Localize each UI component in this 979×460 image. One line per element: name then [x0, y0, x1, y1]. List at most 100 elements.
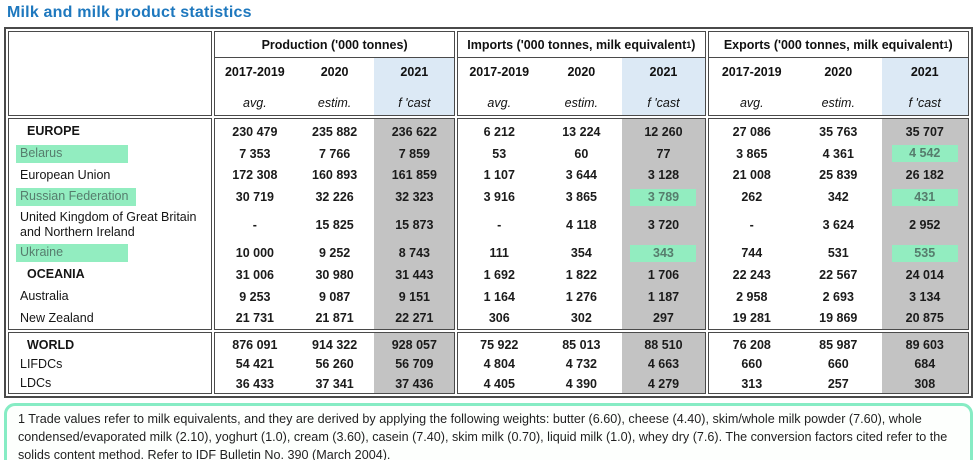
value-cell: 27 086: [732, 124, 771, 139]
value-cell: 1 107: [483, 168, 515, 183]
table-row: 172 308 160 893 161 859: [215, 165, 454, 187]
value-cell: 660: [741, 357, 763, 372]
table-row: 76 208 85 987 89 603: [709, 335, 968, 354]
value-cell: 77: [656, 146, 671, 161]
table-row: OCEANIA: [9, 264, 211, 286]
production-header-block: Production ('000 tonnes) 2017-2019 avg. 20…: [214, 31, 456, 116]
table-row: 1 107 3 644 3 128: [458, 165, 704, 187]
value-cell: 10 000: [235, 246, 274, 261]
row-label: European Union: [20, 167, 111, 182]
year-sublabel: f 'cast: [908, 96, 941, 110]
value-cell: 4 118: [566, 218, 597, 233]
value-cell: 3 865: [565, 190, 597, 205]
table-row: 10 000 9 252 8 743: [215, 242, 454, 264]
value-cell: 36 433: [235, 376, 274, 391]
row-label: Australia: [20, 289, 69, 304]
value-cell: 22 243: [732, 267, 771, 282]
row-label: OCEANIA: [27, 267, 85, 282]
row-label: New Zealand: [20, 310, 94, 325]
value-cell: 1 706: [647, 267, 680, 282]
value-cell: 4 804: [483, 357, 515, 372]
value-cell: 306: [488, 311, 510, 326]
year-column-header: 2017-2019 avg.: [709, 58, 795, 115]
year-label: 2017-2019: [721, 65, 782, 79]
value-cell: 53: [492, 146, 507, 161]
year-column-header: 2017-2019 avg.: [458, 58, 540, 115]
production-year-columns: 2017-2019 avg. 2020 estim. 2021 f 'cast: [215, 58, 455, 115]
value-cell: 54 421: [235, 357, 274, 372]
world-imports-values-block: 75 922 85 013 88 510 4 804 4 732 4 663 4 405 4 …: [457, 332, 706, 395]
row-labels-block: EUROPE Belarus European Union Russian Feder…: [8, 118, 212, 331]
exports-values-block: 27 086 35 763 35 707 3 865 4 361 4 542 21 008 2…: [707, 118, 969, 331]
table-row: 2 958 2 693 3 134: [709, 286, 968, 308]
value-cell: 431: [882, 186, 968, 208]
production-values-block: 230 479 235 882 236 622 7 353 7 766 7 859 172 …: [214, 118, 456, 331]
value-cell: 3 865: [736, 146, 768, 161]
value-cell: 19 869: [819, 311, 858, 326]
value-cell: 37 341: [315, 376, 354, 391]
highlighted-value: 535: [891, 244, 958, 262]
row-label: LDCs: [20, 376, 52, 391]
value-cell: 172 308: [232, 168, 278, 183]
row-label: United Kingdom of Great Britain and Nort…: [20, 210, 197, 240]
highlighted-value: 343: [630, 244, 697, 262]
table-row: 7 353 7 766 7 859: [215, 143, 454, 165]
value-cell: 35 707: [905, 124, 944, 139]
table-row: 36 433 37 341 37 436: [215, 374, 454, 393]
year-column-header: 2020 estim.: [295, 58, 375, 115]
table-row: United Kingdom of Great Britain and Nort…: [9, 208, 211, 242]
value-cell: 531: [827, 246, 849, 261]
table-row: 876 091 914 322 928 057: [215, 335, 454, 354]
year-sublabel: estim.: [821, 96, 855, 110]
year-label: 2020: [567, 65, 596, 79]
value-cell: 60: [574, 146, 589, 161]
exports-group-title: Exports ('000 tonnes, milk equivalent 1): [708, 32, 968, 58]
value-cell: 37 436: [395, 376, 434, 391]
world-labels-block: WORLD LIFDCs LDCs: [8, 332, 212, 395]
value-cell: 31 443: [395, 267, 434, 282]
value-cell: 2 952: [909, 218, 941, 233]
value-cell: 535: [882, 242, 968, 264]
value-cell: 1 276: [565, 289, 597, 304]
table-row: Ukraine: [9, 242, 211, 264]
value-cell: 76 208: [732, 338, 771, 353]
year-sublabel: f 'cast: [647, 96, 680, 110]
value-cell: 1 164: [483, 289, 515, 304]
world-exports-values-block: 76 208 85 987 89 603 660 660 684 313 257 308: [707, 332, 969, 395]
imports-year-columns: 2017-2019 avg. 2020 estim. 2021 f 'cast: [458, 58, 705, 115]
value-cell: 35 763: [819, 124, 858, 139]
value-cell: -: [749, 218, 754, 233]
year-label: 2020: [320, 65, 349, 79]
exports-header-block: Exports ('000 tonnes, milk equivalent 1) …: [707, 31, 969, 116]
table-row: 31 006 30 980 31 443: [215, 264, 454, 286]
value-cell: 4 361: [822, 146, 854, 161]
table-row: Australia: [9, 286, 211, 308]
table-corner-cell: [8, 31, 212, 116]
value-cell: 4 732: [565, 357, 597, 372]
value-cell: 8 743: [398, 246, 430, 261]
year-column-header: 2021 f 'cast: [622, 58, 705, 115]
value-cell: 30 719: [235, 190, 274, 205]
highlighted-value: 3 789: [630, 188, 697, 206]
value-cell: 684: [914, 357, 936, 372]
table-row: EUROPE: [9, 121, 211, 143]
value-cell: 30 980: [315, 267, 354, 282]
table-row: European Union: [9, 165, 211, 187]
table-row: 9 253 9 087 9 151: [215, 286, 454, 308]
value-cell: 308: [914, 376, 936, 391]
year-label: 2021: [910, 65, 939, 79]
row-label: Ukraine: [16, 244, 128, 263]
value-cell: 161 859: [391, 168, 437, 183]
world-production-values-block: 876 091 914 322 928 057 54 421 56 260 56 709 3…: [214, 332, 456, 395]
table-row: 306 302 297: [458, 308, 704, 330]
value-cell: 2 958: [736, 289, 768, 304]
value-cell: 660: [827, 357, 849, 372]
highlighted-value: 4 542: [891, 145, 958, 163]
table-row: 21 731 21 871 22 271: [215, 308, 454, 330]
value-cell: 9 252: [318, 246, 351, 261]
table-row: 230 479 235 882 236 622: [215, 121, 454, 143]
value-cell: 32 323: [395, 190, 434, 205]
value-cell: 56 260: [315, 357, 354, 372]
value-cell: 88 510: [644, 338, 683, 353]
value-cell: 26 182: [905, 168, 944, 183]
